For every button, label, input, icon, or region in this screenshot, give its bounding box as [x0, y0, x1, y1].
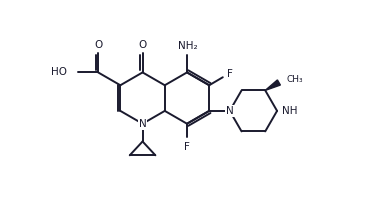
Text: HO: HO — [51, 67, 66, 77]
Polygon shape — [265, 80, 280, 90]
Text: N: N — [139, 119, 146, 129]
Text: F: F — [184, 142, 190, 152]
Text: NH₂: NH₂ — [178, 41, 198, 51]
Text: CH₃: CH₃ — [287, 75, 303, 84]
Text: N: N — [226, 106, 234, 116]
Text: NH: NH — [282, 106, 297, 116]
Text: O: O — [94, 40, 102, 50]
Text: F: F — [227, 69, 232, 79]
Text: O: O — [138, 40, 147, 50]
